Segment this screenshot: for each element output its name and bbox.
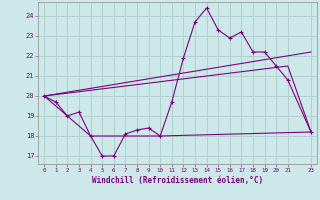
X-axis label: Windchill (Refroidissement éolien,°C): Windchill (Refroidissement éolien,°C)	[92, 176, 263, 185]
